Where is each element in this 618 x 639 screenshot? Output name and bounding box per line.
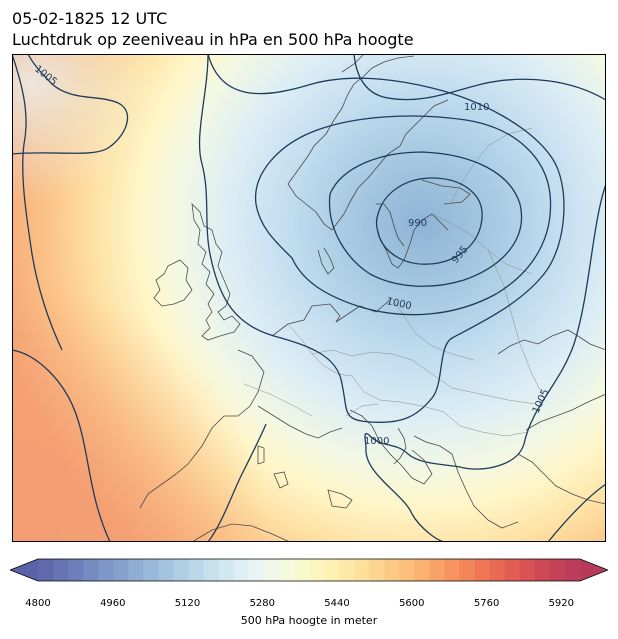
colorbar-tick-label: 5600 — [399, 598, 425, 609]
colorbar-band — [248, 559, 265, 581]
colorbar-band — [98, 559, 114, 581]
colorbar-band — [384, 559, 400, 581]
isobars — [12, 54, 606, 542]
colorbar-tick-label: 5760 — [473, 598, 500, 609]
colorbar-extend-low — [10, 559, 38, 581]
country-borders — [243, 127, 545, 437]
isobar-label: 1000 — [385, 296, 412, 312]
colorbar-band — [53, 559, 69, 581]
colorbar-band — [143, 559, 160, 581]
coastlines — [139, 54, 606, 542]
colorbar-tick-label: 5920 — [548, 598, 575, 609]
colorbar-tick-label: 4960 — [100, 598, 126, 609]
pressure-map: 1005 1010 990 995 1000 1005 1000 — [12, 54, 606, 542]
colorbar-band — [534, 559, 551, 581]
colorbar-band — [233, 559, 250, 581]
colorbar-band — [339, 559, 355, 581]
colorbar-band — [293, 559, 310, 581]
colorbar-tick-label: 5280 — [249, 598, 276, 609]
map-subtitle: Luchtdruk op zeeniveau in hPa en 500 hPa… — [12, 30, 414, 49]
colorbar-band — [354, 559, 370, 581]
colorbar-band — [113, 559, 129, 581]
colorbar-label: 500 hPa hoogte in meter — [240, 614, 378, 627]
colorbar-band — [549, 559, 566, 581]
colorbar-tick-label: 5120 — [174, 598, 201, 609]
isobar-label: 990 — [408, 218, 427, 229]
colorbar-tick-label: 4800 — [25, 598, 51, 609]
colorbar-band — [158, 559, 175, 581]
map-frame — [12, 54, 606, 542]
colorbar-band — [83, 559, 99, 581]
colorbar-extend-high — [580, 559, 608, 581]
colorbar-band — [38, 559, 54, 581]
colorbar-band — [324, 559, 340, 581]
isobar-label: 1010 — [464, 102, 489, 113]
colorbar-band — [203, 559, 220, 581]
colorbar-band — [369, 559, 385, 581]
colorbar-band — [519, 559, 536, 581]
colorbar-band — [474, 559, 491, 581]
map-datetime: 05-02-1825 12 UTC — [12, 9, 168, 28]
colorbar-band — [128, 559, 144, 581]
colorbar-band — [399, 559, 415, 581]
colorbar-band — [564, 559, 581, 581]
colorbar-band — [263, 559, 280, 581]
colorbar-band — [489, 559, 506, 581]
colorbar-band — [504, 559, 521, 581]
isobar-label: 1000 — [364, 436, 389, 447]
colorbar-band — [309, 559, 325, 581]
colorbar-band — [459, 559, 476, 581]
colorbar-tick-label: 5440 — [324, 598, 350, 609]
colorbar-band — [218, 559, 235, 581]
colorbar-band — [278, 559, 295, 581]
colorbar-band — [444, 559, 461, 581]
colorbar-band — [429, 559, 446, 581]
colorbar-band — [68, 559, 84, 581]
colorbar-band — [414, 559, 431, 581]
colorbar-band — [188, 559, 205, 581]
colorbar-band — [173, 559, 190, 581]
colorbar — [10, 558, 608, 582]
